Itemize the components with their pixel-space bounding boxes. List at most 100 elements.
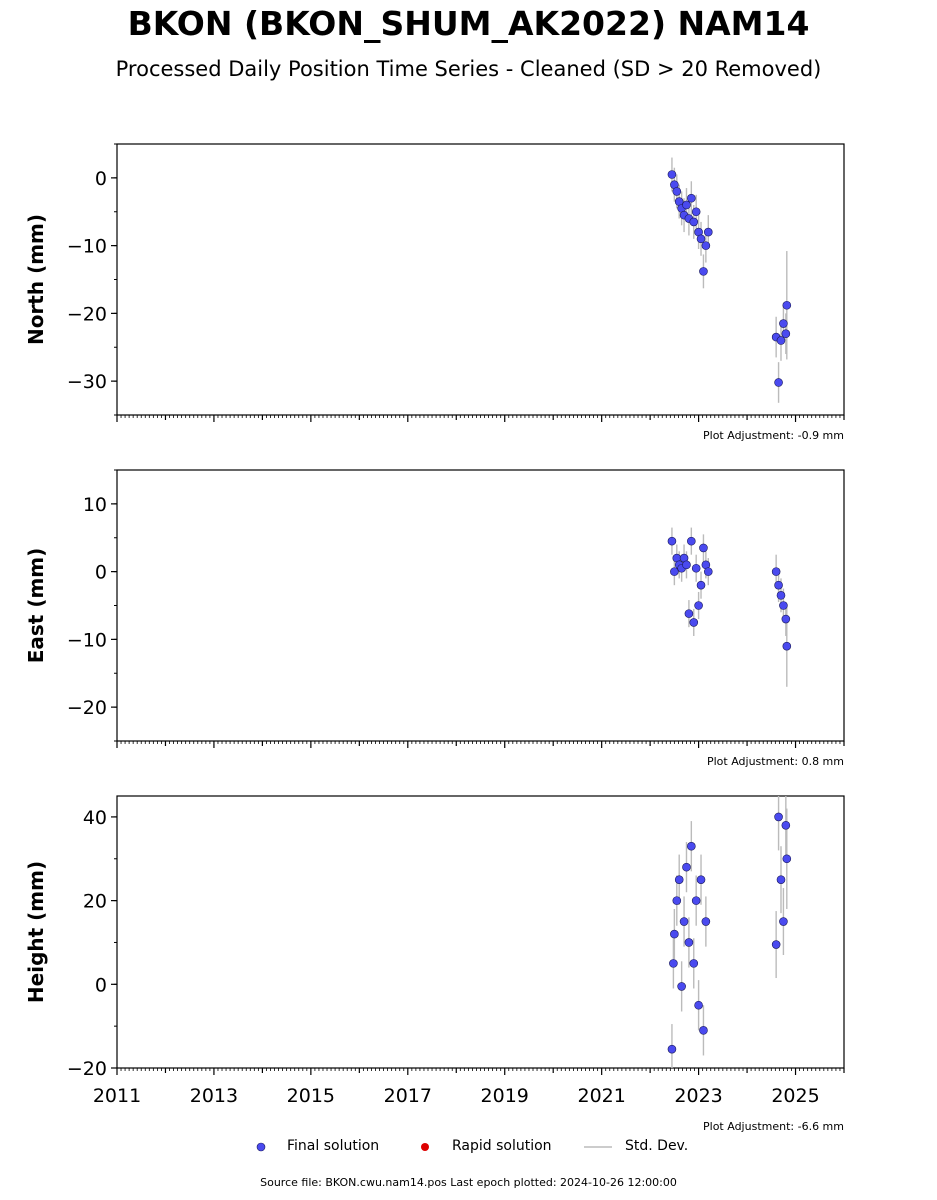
data-point xyxy=(682,862,691,872)
axes-frame xyxy=(116,143,845,416)
data-point xyxy=(670,929,679,939)
data-point xyxy=(782,300,792,310)
source-line: Source file: BKON.cwu.nam14.pos Last epo… xyxy=(260,1176,677,1189)
chart-subtitle: Processed Daily Position Time Series - C… xyxy=(115,57,822,81)
data-point xyxy=(696,234,706,244)
y-axis-label: East (mm) xyxy=(24,548,48,664)
data-point xyxy=(689,959,699,968)
panel-0: 0 −10 −20 −30 North (mm) Plot Adjustment: -0.… xyxy=(24,143,845,442)
data-point xyxy=(779,601,788,610)
x-tick-label: 2019 xyxy=(481,1085,529,1107)
x-tick-label: 2023 xyxy=(674,1085,722,1107)
data-point xyxy=(677,982,686,991)
axes-frame xyxy=(116,795,845,1069)
data-point xyxy=(687,193,696,203)
data-point xyxy=(682,560,691,570)
data-point xyxy=(782,641,792,651)
data-point xyxy=(691,207,701,217)
data-point xyxy=(781,820,791,830)
y-tick-label: 0 xyxy=(95,168,107,190)
axes-frame xyxy=(116,469,845,742)
data-point xyxy=(701,241,711,250)
data-point xyxy=(689,217,699,227)
y-tick-label: −30 xyxy=(67,371,107,393)
data-point xyxy=(774,580,783,590)
data-point xyxy=(703,227,713,237)
data-layer xyxy=(667,157,792,403)
data-point xyxy=(701,917,711,926)
data-point xyxy=(696,580,706,590)
data-point xyxy=(667,536,677,546)
legend-std-label: Std. Dev. xyxy=(625,1138,689,1154)
data-point xyxy=(779,319,788,328)
x-tick-label: 2017 xyxy=(384,1085,432,1107)
x-tick-label: 2013 xyxy=(190,1085,238,1107)
data-point xyxy=(781,614,791,624)
y-tick-label: −20 xyxy=(67,697,107,719)
y-tick-label: −20 xyxy=(67,303,107,325)
data-point xyxy=(670,567,679,576)
legend-rapid-label: Rapid solution xyxy=(452,1138,552,1154)
data-point xyxy=(674,875,684,884)
y-axis-label: North (mm) xyxy=(24,214,48,345)
data-point xyxy=(679,917,689,926)
panel-2: 40 20 0 −20 2011 2013 2015 2017 2019 2021 2023 2025… xyxy=(24,795,845,1133)
plot-adjustment: Plot Adjustment: 0.8 mm xyxy=(707,755,844,768)
data-point xyxy=(691,563,701,573)
x-tick-label: 2025 xyxy=(771,1085,819,1107)
data-point xyxy=(694,1000,703,1010)
y-tick-label: −10 xyxy=(67,236,107,258)
data-point xyxy=(669,959,678,968)
plot-adjustment: Plot Adjustment: -0.9 mm xyxy=(703,429,844,442)
legend-final-marker xyxy=(256,1142,266,1152)
x-tick-label: 2015 xyxy=(287,1085,335,1107)
data-point xyxy=(696,875,706,884)
legend-marks xyxy=(256,1142,612,1152)
plot-adjustment: Plot Adjustment: -6.6 mm xyxy=(703,1120,844,1133)
y-tick-label: 20 xyxy=(83,891,107,913)
data-point xyxy=(667,1044,677,1054)
data-point xyxy=(672,896,682,905)
data-point xyxy=(774,378,783,387)
y-tick-label: −20 xyxy=(67,1058,107,1080)
data-point xyxy=(779,917,788,926)
chart-title: BKON (BKON_SHUM_AK2022) NAM14 xyxy=(127,4,810,43)
data-point xyxy=(687,841,696,851)
data-point xyxy=(694,601,703,610)
data-point xyxy=(774,812,783,822)
data-point xyxy=(771,940,781,949)
data-point xyxy=(699,1026,708,1035)
data-point xyxy=(687,536,696,546)
data-point xyxy=(691,896,701,905)
data-point xyxy=(682,200,691,210)
x-tick-label: 2011 xyxy=(93,1085,141,1107)
y-axis-label: Height (mm) xyxy=(24,861,48,1003)
data-point xyxy=(776,875,786,884)
data-point xyxy=(776,336,786,345)
data-layer xyxy=(667,796,792,1068)
data-point xyxy=(699,267,708,276)
data-layer xyxy=(667,527,792,687)
data-point xyxy=(689,618,699,627)
data-point xyxy=(771,567,781,576)
y-tick-label: 40 xyxy=(83,807,107,829)
y-tick-label: −10 xyxy=(67,629,107,651)
data-point xyxy=(781,329,791,339)
data-point xyxy=(703,567,713,576)
legend-rapid-marker xyxy=(421,1143,429,1151)
data-point xyxy=(776,591,786,600)
data-point xyxy=(782,854,792,864)
data-point xyxy=(667,170,677,179)
panel-1: 10 0 −10 −20 East (mm) Plot Adjustment: 0.8 m… xyxy=(24,469,845,768)
legend-final-label: Final solution xyxy=(287,1138,380,1154)
y-tick-label: 0 xyxy=(95,562,107,584)
data-point xyxy=(684,938,694,947)
y-tick-label: 0 xyxy=(95,974,107,996)
y-tick-label: 10 xyxy=(83,494,107,516)
chart-panels: 0 −10 −20 −30 North (mm) Plot Adjustment: -0.… xyxy=(24,143,845,1133)
data-point xyxy=(672,187,682,196)
data-point xyxy=(684,609,694,618)
x-tick-label: 2021 xyxy=(577,1085,625,1107)
data-point xyxy=(699,543,708,553)
